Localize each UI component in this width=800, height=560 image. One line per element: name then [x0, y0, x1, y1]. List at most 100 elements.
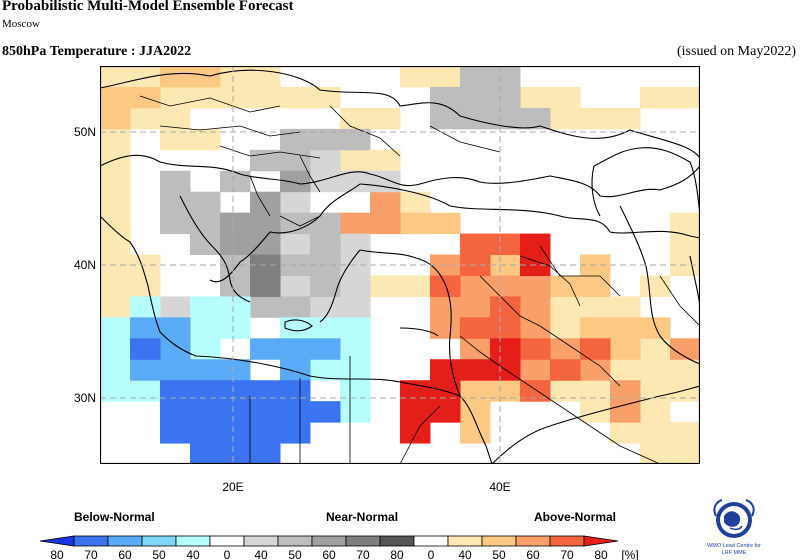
probability-cell	[100, 128, 131, 235]
probability-cell	[520, 359, 551, 381]
probability-cell	[190, 317, 251, 339]
probability-cell	[190, 338, 221, 360]
probability-cell	[550, 275, 611, 297]
probability-cell	[490, 338, 521, 360]
probability-cell	[520, 380, 551, 402]
probability-cell	[130, 296, 161, 318]
probability-cell	[610, 422, 700, 444]
probability-cell	[160, 212, 221, 235]
logo-line2: LRF MME	[722, 550, 747, 556]
legend-swatch	[73, 535, 109, 547]
probability-cell	[250, 149, 311, 172]
probability-cell	[610, 380, 641, 423]
probability-cell	[130, 338, 161, 360]
probability-cell	[130, 359, 251, 381]
probability-cell	[310, 359, 371, 381]
probability-cell	[250, 338, 341, 360]
graticule	[100, 66, 700, 464]
probability-cell	[220, 212, 251, 235]
probability-cell	[460, 380, 521, 402]
probability-cell	[250, 212, 281, 235]
legend-tick: 50	[152, 548, 166, 560]
legend-swatch	[209, 535, 245, 547]
legend-tick: 70	[356, 548, 370, 560]
logo-line1: WMO Lead Centre for	[707, 543, 761, 549]
probability-cell	[430, 107, 551, 130]
probability-cell	[310, 296, 341, 318]
probability-cell	[280, 128, 341, 151]
legend-tick: 60	[526, 548, 540, 560]
probability-cell	[100, 317, 131, 360]
issued-label: (issued on May2022)	[677, 44, 796, 59]
probability-cell	[370, 191, 401, 235]
probability-cell	[100, 107, 131, 130]
probability-cell	[160, 66, 221, 88]
legend-swatch	[175, 535, 211, 547]
probability-cell	[160, 128, 221, 151]
probability-cell	[250, 275, 281, 297]
probability-cell	[280, 191, 311, 214]
probability-cell	[460, 359, 521, 381]
probability-cell	[280, 170, 311, 193]
probability-cell	[280, 317, 371, 339]
forecast-map	[100, 66, 700, 464]
lon-label-20e: 20E	[222, 480, 244, 494]
probability-cell	[220, 66, 281, 88]
probability-cell	[280, 275, 311, 297]
legend-tick: 70	[560, 548, 574, 560]
forecast-title: Probabilistic Multi-Model Ensemble Forec…	[2, 0, 294, 14]
probability-cell	[340, 338, 371, 360]
coastlines	[100, 69, 700, 464]
probability-cell	[340, 401, 371, 423]
legend-tick: 60	[322, 548, 336, 560]
legend-tick-labels: 80 70 60 50 40 0 40 50 60 70 80 0 40 50 60 70 80 [%]	[50, 548, 638, 560]
legend-swatch	[515, 535, 551, 547]
country-borders	[139, 95, 700, 464]
probability-cell	[250, 233, 281, 256]
probability-cell	[490, 317, 521, 339]
probability-cell	[310, 149, 341, 172]
color-legend: 80 70 60 50 40 0 40 50 60 70 80 0 40 50 60 70 80 [%]	[39, 535, 639, 560]
probability-cell	[580, 338, 611, 360]
probability-cell	[130, 317, 191, 339]
legend-swatch	[345, 535, 381, 547]
probability-cell	[340, 296, 371, 318]
probability-cell	[460, 66, 521, 88]
probability-cell	[340, 107, 401, 130]
probability-cell	[580, 107, 641, 130]
probability-cell	[160, 191, 221, 214]
probability-cell	[280, 380, 311, 402]
legend-swatch	[39, 535, 75, 547]
lon-label-40e: 40E	[489, 480, 511, 494]
legend-near-normal: Near-Normal	[326, 510, 399, 524]
probability-cell	[430, 86, 491, 109]
probability-cell	[340, 380, 371, 402]
legend-tick: 50	[492, 548, 506, 560]
probability-cell	[610, 359, 700, 381]
probability-cell	[520, 317, 551, 339]
probability-cell	[490, 86, 521, 109]
probability-cell	[430, 401, 461, 423]
probability-cell	[460, 233, 491, 276]
probability-cell	[550, 296, 641, 318]
legend-tick: 40	[458, 548, 472, 560]
probability-cell	[400, 380, 431, 402]
probability-cell	[340, 212, 371, 235]
legend-swatch	[481, 535, 517, 547]
legend-swatch	[413, 535, 449, 547]
probability-cell	[460, 317, 491, 339]
probability-cell	[400, 422, 431, 444]
probability-cell	[520, 296, 551, 318]
legend-swatch	[549, 535, 585, 547]
probability-cell	[130, 107, 191, 130]
probability-cell	[340, 275, 371, 297]
probability-cell	[160, 338, 191, 360]
map-frame	[100, 66, 700, 464]
probability-cell	[160, 86, 341, 109]
probability-cell	[430, 296, 461, 318]
legend-swatch	[107, 535, 143, 547]
legend-swatch	[447, 535, 483, 547]
probability-cell	[220, 233, 251, 256]
legend-tick: 0	[428, 548, 435, 560]
probability-cell	[250, 422, 311, 444]
